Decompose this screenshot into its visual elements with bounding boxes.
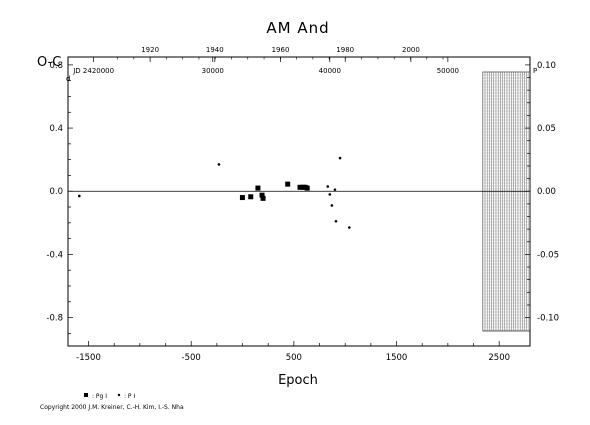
legend-pg-symbol [84, 393, 88, 397]
legend-p-symbol [117, 393, 121, 397]
data-point-p [334, 219, 338, 223]
data-point-p [217, 163, 221, 166]
copyright-text: Copyright 2000 J.M. Kreiner, C.-H. Kim, … [40, 404, 184, 411]
data-point-p [328, 193, 332, 196]
data-point-p [330, 204, 334, 207]
right-tick-label: -0.10 [537, 314, 559, 324]
data-point-p [348, 226, 351, 229]
x-tick-label: 500 [286, 353, 302, 363]
y-tick-label: 0.4 [49, 124, 63, 134]
data-point-p [77, 194, 81, 198]
y-axis-unit: d [66, 75, 70, 83]
data-point-pg [260, 195, 266, 201]
axis-ticks: -1500 -500 500 1500 2500 0.8 0.4 0.0 -0.4 -0.8 0.1… [46, 46, 559, 363]
legend-pg-label: : Pg I [92, 393, 107, 400]
data-point-p [333, 188, 337, 191]
data-point-pg [285, 181, 291, 187]
top-year-tick-label: 1980 [336, 46, 354, 54]
x-tick-label: 2500 [488, 353, 510, 363]
chart-title: AM And [266, 19, 329, 37]
top-year-tick-label: 1940 [206, 46, 224, 54]
x-axis-label: Epoch [278, 373, 318, 388]
right-axis-unit: P [533, 67, 537, 75]
data-point-p [338, 156, 342, 160]
data-points [77, 156, 351, 229]
right-tick-label: -0.05 [537, 250, 559, 260]
data-point-pg [304, 185, 310, 191]
y-tick-label: 0.8 [49, 61, 63, 71]
data-point-pg [239, 195, 245, 201]
hatched-region-frame [482, 71, 530, 332]
data-point-pg [259, 192, 265, 198]
data-point-p [326, 185, 330, 188]
right-tick-label: 0.05 [537, 124, 556, 134]
data-point-pg [255, 185, 261, 191]
right-tick-label: 0.00 [537, 187, 556, 197]
future-hatched-region [482, 71, 530, 332]
x-tick-label: -500 [182, 353, 201, 363]
top-year-tick-label: 1960 [272, 46, 290, 54]
right-tick-label: 0.10 [537, 61, 556, 71]
legend-p-label: : P I [124, 393, 135, 400]
y-tick-label: -0.8 [46, 314, 63, 324]
x-tick-label: 1500 [386, 353, 408, 363]
data-point-pg [248, 194, 254, 200]
x-tick-label: -1500 [76, 353, 101, 363]
y-axis-label: O-C [37, 55, 61, 70]
top-year-tick-label: 1920 [141, 46, 159, 54]
y-tick-label: -0.4 [46, 250, 63, 260]
top-year-tick-label: 2000 [402, 46, 420, 54]
jd-tick-label: 40000 [319, 67, 341, 75]
y-tick-label: 0.0 [49, 187, 63, 197]
jd-tick-label: 50000 [437, 67, 459, 75]
legend: : Pg I : P I [84, 393, 135, 400]
data-point-pg [297, 184, 303, 190]
plot-frame [67, 56, 531, 347]
jd-tick-label: JD 2420000 [72, 67, 114, 75]
jd-tick-label: 30000 [202, 67, 224, 75]
